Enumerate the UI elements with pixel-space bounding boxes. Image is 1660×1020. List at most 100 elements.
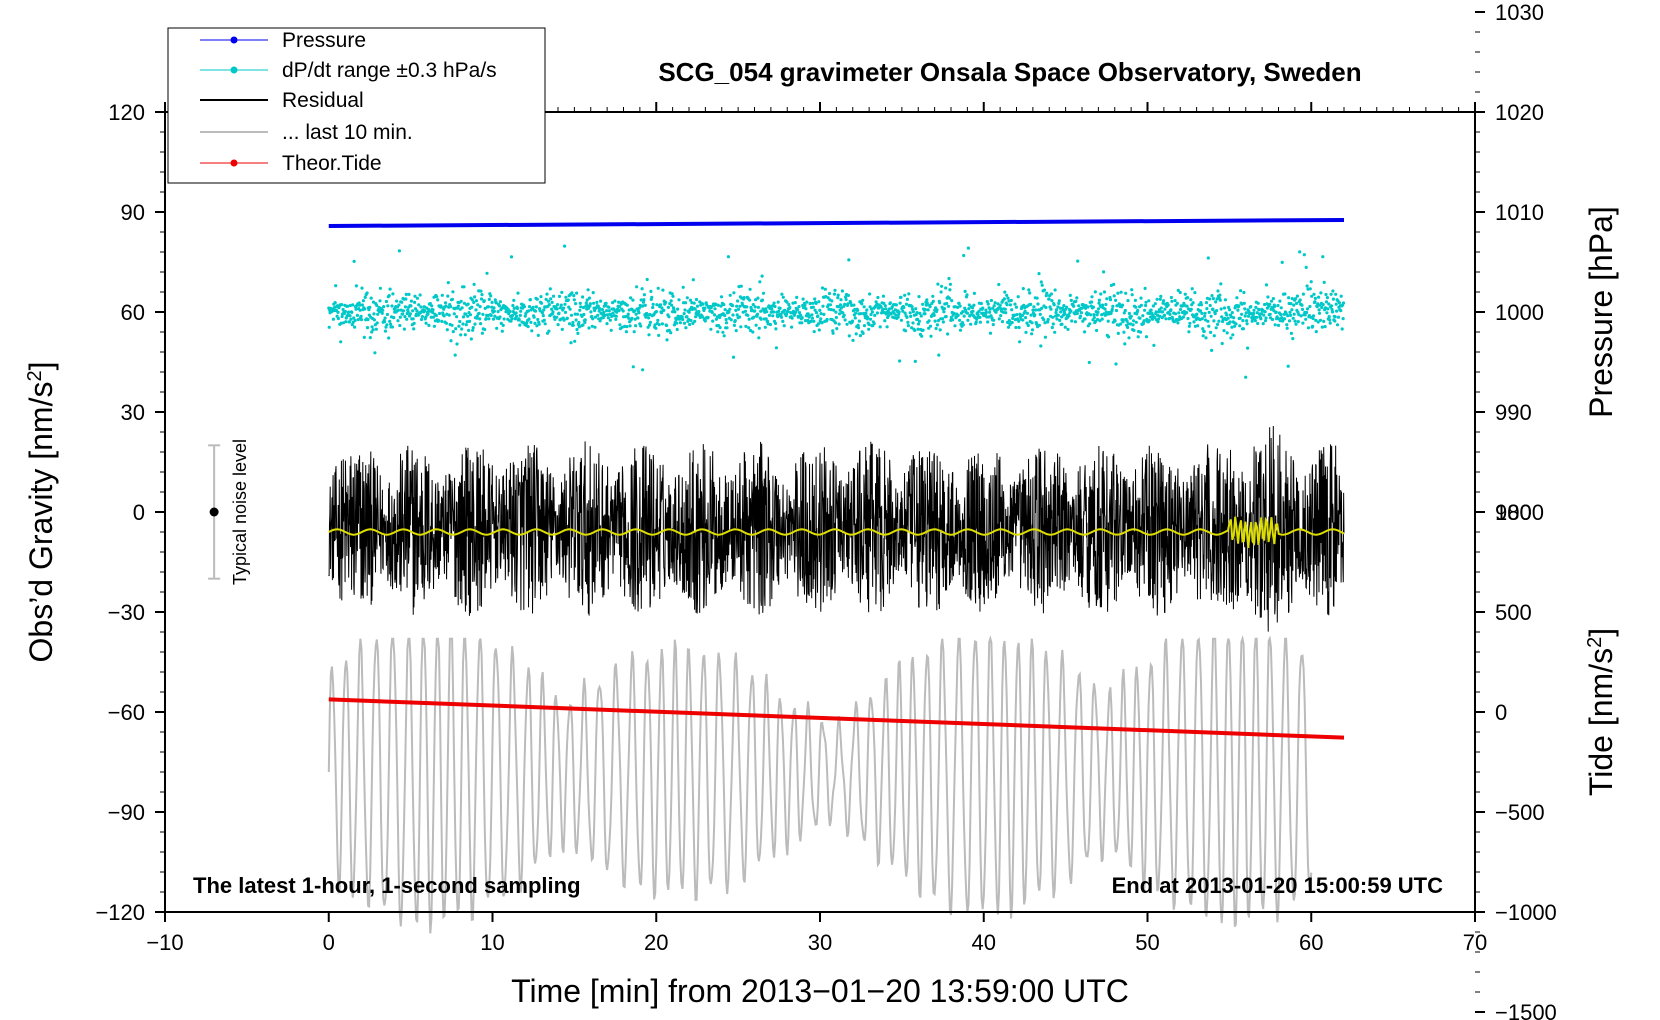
dpdt-point: [859, 312, 863, 316]
dpdt-point: [474, 308, 478, 312]
dpdt-point: [689, 318, 693, 323]
dpdt-point: [1296, 320, 1300, 324]
dpdt-point: [625, 303, 629, 307]
dpdt-point: [881, 294, 886, 298]
dpdt-point: [408, 312, 412, 316]
dpdt-point: [1027, 288, 1031, 292]
dpdt-point: [516, 291, 520, 295]
dpdt-point: [480, 331, 484, 335]
y-left-tick-label: 60: [121, 300, 145, 325]
dpdt-point: [852, 303, 856, 307]
dpdt-point: [723, 308, 727, 312]
dpdt-point: [869, 312, 873, 317]
dpdt-point: [867, 322, 871, 327]
dpdt-point: [402, 327, 406, 331]
dpdt-point: [873, 313, 877, 317]
dpdt-point: [415, 296, 419, 300]
dpdt-point: [1189, 298, 1193, 302]
dpdt-point: [1036, 302, 1040, 306]
dpdt-point: [1115, 304, 1119, 308]
dpdt-point: [634, 312, 638, 316]
dpdt-point: [401, 309, 406, 313]
dpdt-point: [1046, 320, 1050, 324]
noise-bar-center-dot: [209, 507, 219, 517]
dpdt-point: [575, 312, 580, 316]
dpdt-point: [1305, 307, 1310, 311]
dpdt-point: [369, 296, 373, 300]
dpdt-point: [736, 299, 740, 303]
dpdt-point: [496, 310, 500, 314]
dpdt-point: [406, 310, 410, 314]
dpdt-point: [1237, 304, 1241, 308]
dpdt-point: [904, 329, 908, 333]
dpdt-point: [1176, 321, 1180, 325]
dpdt-point: [560, 327, 564, 331]
dpdt-point: [1021, 287, 1025, 291]
dpdt-point: [1223, 298, 1227, 302]
dpdt-point: [1092, 313, 1096, 317]
dpdt-point: [1007, 319, 1012, 323]
dpdt-point: [1063, 325, 1067, 329]
dpdt-point: [555, 315, 559, 319]
dpdt-point: [365, 291, 369, 295]
dpdt-point: [1053, 288, 1057, 292]
dpdt-point: [466, 314, 470, 318]
dpdt-point: [1225, 331, 1229, 335]
dpdt-point: [647, 316, 651, 320]
dpdt-point: [1295, 294, 1299, 298]
dpdt-point: [563, 310, 568, 314]
dpdt-point: [1141, 314, 1145, 318]
dpdt-point: [509, 319, 513, 323]
dpdt-point: [796, 315, 801, 319]
dpdt-point: [398, 323, 402, 328]
dpdt-point: [611, 311, 615, 315]
dpdt-point: [1109, 311, 1113, 315]
dpdt-point: [582, 312, 586, 317]
dpdt-point: [1136, 308, 1140, 313]
dpdt-point: [588, 302, 593, 306]
legend-entry-residual: Residual: [200, 89, 364, 112]
dpdt-point: [974, 320, 978, 324]
x-tick-label: 50: [1135, 930, 1159, 955]
dpdt-point: [919, 314, 923, 318]
dpdt-point: [470, 305, 474, 309]
dpdt-point: [635, 285, 639, 289]
dpdt-point: [935, 323, 940, 327]
dpdt-point: [1049, 292, 1053, 296]
dpdt-point: [1153, 316, 1157, 320]
dpdt-point: [948, 288, 952, 292]
dpdt-point: [1238, 316, 1242, 320]
pressure-tick-label: 980: [1495, 500, 1532, 525]
dpdt-point: [574, 302, 578, 306]
dpdt-point: [727, 310, 731, 314]
dpdt-point: [450, 297, 454, 301]
dpdt-point: [776, 300, 780, 304]
dpdt-point: [886, 314, 891, 318]
dpdt-point: [651, 302, 655, 306]
dpdt-point: [1099, 292, 1103, 296]
dpdt-point: [346, 304, 350, 308]
dpdt-point: [721, 330, 725, 334]
dpdt-point: [566, 298, 570, 302]
dpdt-point: [555, 307, 559, 311]
dpdt-point: [1204, 301, 1209, 305]
dpdt-point: [539, 295, 543, 299]
dpdt-point: [494, 301, 498, 305]
dpdt-point: [403, 315, 407, 319]
dpdt-point: [1025, 311, 1029, 315]
dpdt-point: [1054, 310, 1058, 315]
dpdt-point: [563, 302, 567, 306]
dpdt-point: [1057, 301, 1061, 305]
dpdt-point: [353, 318, 357, 323]
dpdt-point: [1312, 292, 1316, 296]
dpdt-point: [1095, 328, 1099, 333]
dpdt-point: [529, 320, 533, 324]
dpdt-point: [854, 332, 858, 336]
dpdt-point: [1320, 325, 1324, 329]
dpdt-point: [1043, 335, 1047, 339]
dpdt-point: [1321, 303, 1325, 307]
dpdt-point: [1263, 310, 1267, 314]
dpdt-point: [1330, 310, 1335, 314]
dpdt-point: [1257, 308, 1261, 312]
dpdt-point: [1035, 322, 1039, 326]
